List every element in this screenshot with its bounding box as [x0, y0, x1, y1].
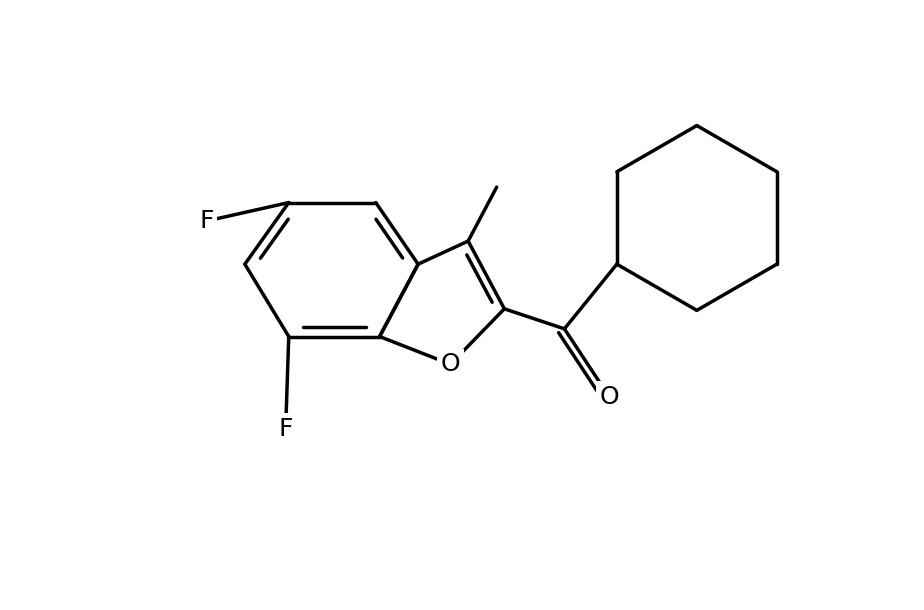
Text: O: O — [441, 352, 460, 376]
Text: F: F — [199, 209, 213, 233]
Text: O: O — [600, 384, 619, 409]
Text: F: F — [278, 417, 293, 441]
